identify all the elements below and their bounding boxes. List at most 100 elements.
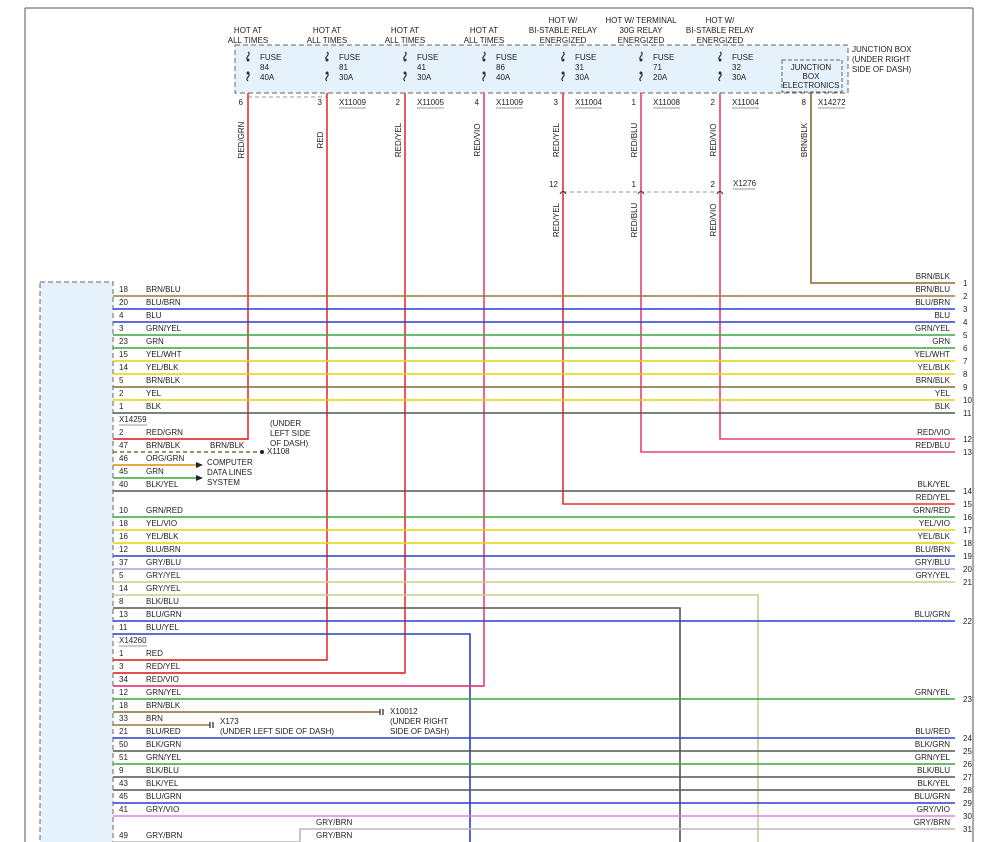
pin: 11 bbox=[119, 623, 128, 632]
wire-label: GRN bbox=[146, 467, 164, 476]
right-wire-label: GRN bbox=[932, 337, 950, 346]
fuse-header: BI-STABLE RELAY bbox=[529, 26, 598, 35]
wire-label: BRN/BLU bbox=[146, 285, 181, 294]
pin: 5 bbox=[119, 571, 124, 580]
pin: 12 bbox=[119, 545, 128, 554]
right-wire-label: YEL bbox=[935, 389, 951, 398]
right-pin: 4 bbox=[963, 318, 968, 327]
fuse-terminal bbox=[403, 58, 407, 62]
wire-label: RED/VIO bbox=[473, 124, 482, 157]
right-pin: 19 bbox=[963, 552, 972, 561]
connector-label: X11004 bbox=[732, 98, 760, 107]
right-wire-label: BLU/RED bbox=[915, 727, 950, 736]
wire-label: RED/VIO bbox=[709, 204, 718, 237]
wire-label: BLK/YEL bbox=[146, 779, 179, 788]
right-pin: 13 bbox=[963, 448, 972, 457]
fuse-terminal bbox=[561, 71, 565, 75]
right-pin: 15 bbox=[963, 500, 972, 509]
wire-label: BRN/BLK bbox=[146, 701, 181, 710]
wire-label: GRY/BRN bbox=[146, 831, 183, 840]
wire-label: GRY/BRN bbox=[316, 831, 353, 840]
wire-label: RED/YEL bbox=[394, 122, 403, 157]
electronics-label: JUNCTION bbox=[791, 63, 832, 72]
junction-box-electronics bbox=[781, 59, 843, 93]
right-wire-label: YEL/VIO bbox=[919, 519, 950, 528]
right-wire-label: GRN/RED bbox=[913, 506, 950, 515]
pin: 16 bbox=[119, 532, 128, 541]
junction-box-label: SIDE OF DASH) bbox=[852, 65, 911, 74]
right-pin: 14 bbox=[963, 487, 972, 496]
pin: 1 bbox=[119, 402, 124, 411]
fuse-header: BI-STABLE RELAY bbox=[686, 26, 755, 35]
pin: 12 bbox=[119, 688, 128, 697]
wire-label: YEL/BLK bbox=[146, 532, 179, 541]
fuse-rating: 20A bbox=[653, 73, 668, 82]
right-wire-label: BLK/YEL bbox=[918, 480, 951, 489]
wire-label: RED bbox=[146, 649, 163, 658]
connector-label: X1108 bbox=[267, 447, 290, 456]
system-label: SYSTEM bbox=[207, 478, 240, 487]
location-label: (UNDER LEFT SIDE OF DASH) bbox=[220, 727, 334, 736]
fuse-name: FUSE bbox=[339, 53, 360, 62]
right-wire-label: BRN/BLK bbox=[916, 376, 951, 385]
right-wire-label: BLU/GRN bbox=[914, 610, 950, 619]
right-wire-label: GRN/YEL bbox=[915, 753, 951, 762]
fuse-terminal bbox=[718, 71, 722, 75]
pin: 14 bbox=[119, 363, 128, 372]
splice-connector bbox=[637, 191, 645, 195]
fuse-rating: 30A bbox=[339, 73, 354, 82]
wire-label: GRN bbox=[146, 337, 164, 346]
wire-label: GRN/YEL bbox=[146, 324, 182, 333]
pin: 2 bbox=[119, 389, 124, 398]
wire-label: YEL/WHT bbox=[146, 350, 182, 359]
wire-label: RED/YEL bbox=[552, 202, 561, 237]
fuse-header: ALL TIMES bbox=[228, 36, 268, 45]
right-wire-label: YEL/BLK bbox=[918, 363, 951, 372]
wire-label: BLK/BLU bbox=[146, 766, 179, 775]
right-pin: 30 bbox=[963, 812, 972, 821]
fuse-header: ALL TIMES bbox=[385, 36, 425, 45]
right-pin: 12 bbox=[963, 435, 972, 444]
right-pin: 1 bbox=[963, 279, 968, 288]
location-label: (UNDER RIGHT bbox=[390, 717, 448, 726]
fuse-header: HOT AT bbox=[470, 26, 498, 35]
fuse-header: HOT W/ TERMINAL bbox=[605, 16, 677, 25]
wire-label: RED/BLU bbox=[630, 122, 639, 157]
pin: 4 bbox=[475, 98, 480, 107]
right-wire-label: BLU/BRN bbox=[915, 545, 950, 554]
wire-label: RED/VIO bbox=[146, 675, 179, 684]
connector-label: X14259 bbox=[119, 415, 147, 424]
fuse-terminal bbox=[482, 58, 486, 62]
fuse-name: FUSE bbox=[260, 53, 281, 62]
fuse-number: 71 bbox=[653, 63, 662, 72]
fuse-header: HOT AT bbox=[391, 26, 419, 35]
fuse-terminal bbox=[403, 71, 407, 75]
wire-label: BLU/GRN bbox=[146, 792, 182, 801]
fuse-name: FUSE bbox=[417, 53, 438, 62]
connector-label: X11009 bbox=[339, 98, 367, 107]
right-wire-label: GRN/YEL bbox=[915, 688, 951, 697]
fuse-number: 32 bbox=[732, 63, 741, 72]
wire-label: BLU/GRN bbox=[146, 610, 182, 619]
connector-label: X11004 bbox=[575, 98, 603, 107]
right-pin: 20 bbox=[963, 565, 972, 574]
splice-pin: 12 bbox=[549, 180, 558, 189]
pin: 4 bbox=[119, 311, 124, 320]
right-pin: 6 bbox=[963, 344, 968, 353]
fuse-header: ENERGIZED bbox=[697, 36, 744, 45]
wire-label: RED/YEL bbox=[552, 122, 561, 157]
splice-pin: 1 bbox=[632, 180, 637, 189]
right-pin: 27 bbox=[963, 773, 972, 782]
wire-label: BRN bbox=[146, 714, 163, 723]
right-pin: 5 bbox=[963, 331, 968, 340]
pin: 50 bbox=[119, 740, 128, 749]
splice-connector bbox=[716, 191, 724, 195]
right-pin: 21 bbox=[963, 578, 972, 587]
junction-box-label: JUNCTION BOX bbox=[852, 45, 912, 54]
module-connector bbox=[39, 281, 114, 842]
pin: 3 bbox=[119, 324, 124, 333]
fuse-terminal bbox=[639, 71, 643, 75]
fuse-number: 84 bbox=[260, 63, 269, 72]
fuse-terminal bbox=[561, 58, 565, 62]
connector-label: X11005 bbox=[417, 98, 445, 107]
